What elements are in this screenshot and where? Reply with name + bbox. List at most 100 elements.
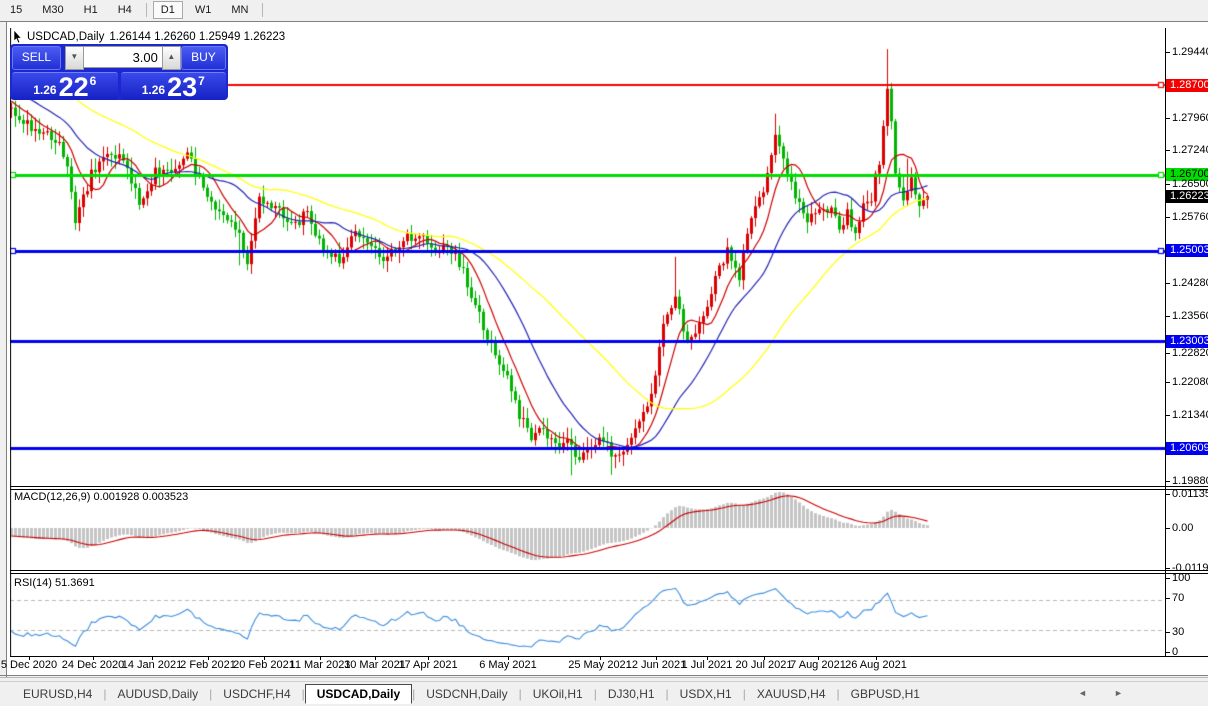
axis-tick — [1166, 381, 1170, 383]
price-axis-label-1.29440: 1.29440 — [1166, 46, 1208, 59]
chart-tab-usdchf-h4[interactable]: USDCHF,H4 — [223, 687, 291, 701]
time-axis-tick — [600, 657, 601, 660]
sell-price-sup: 6 — [89, 74, 97, 88]
axis-tick — [1166, 651, 1170, 653]
tab-scroll-left-icon[interactable]: ◄ — [1078, 688, 1087, 698]
rsi-label: RSI(14) 51.3691 — [14, 577, 95, 589]
volume-input[interactable] — [83, 46, 162, 68]
mouse-cursor-icon — [13, 29, 22, 44]
macd-scale-label-0.01135: 0.01135 — [1166, 488, 1208, 501]
price-axis-label-1.23003: 1.23003 — [1166, 335, 1208, 348]
timeframe-button-h1[interactable]: H1 — [83, 4, 98, 16]
price-axis-label-1.27960: 1.27960 — [1166, 112, 1208, 125]
axis-tick — [1166, 577, 1170, 579]
timeframe-button-m30[interactable]: M30 — [42, 4, 64, 16]
sell-button[interactable]: SELL — [12, 46, 61, 70]
price-axis-label-1.22080: 1.22080 — [1166, 376, 1208, 389]
timeframe-button-mn[interactable]: MN — [231, 4, 249, 16]
macd-label: MACD(12,26,9) 0.001928 0.003523 — [14, 491, 189, 503]
time-axis-label: 5 Dec 2020 — [0, 659, 58, 671]
timeframe-toolbar: 15 M30 H1 H4 D1 W1 MN — [0, 0, 1208, 20]
chart-tab-usdx-h1[interactable]: USDX,H1 — [679, 687, 732, 701]
tab-separator: | — [103, 687, 107, 701]
tab-separator: | — [665, 687, 669, 701]
rsi-scale-label-0: 0 — [1166, 646, 1208, 659]
sell-quote-button[interactable]: 1.26 22 6 — [12, 72, 118, 101]
price-axis-label-1.22820: 1.22820 — [1166, 347, 1208, 360]
time-axis-tick — [656, 657, 657, 660]
tab-separator: | — [209, 687, 213, 701]
window-bottom-border-inner — [0, 677, 1208, 678]
macd-scale-label-0.00: 0.00 — [1166, 522, 1208, 535]
window-bottom-border — [0, 675, 1208, 676]
volume-increase-button[interactable]: ▲ — [161, 46, 181, 70]
time-axis-label: 20 Jul 2021 — [735, 659, 793, 671]
chart-tab-ukoil-h1[interactable]: UKOil,H1 — [532, 687, 583, 701]
timeframe-button-w1[interactable]: W1 — [194, 4, 212, 16]
buy-quote-button[interactable]: 1.26 23 7 — [120, 72, 226, 102]
axis-tick — [1166, 493, 1170, 495]
chart-title: USDCAD,Daily 1.26144 1.26260 1.25949 1.2… — [13, 29, 285, 44]
buy-price-prefix: 1.26 — [141, 83, 166, 97]
price-axis-label-1.24280: 1.24280 — [1166, 277, 1208, 290]
chart-title-symbol: USDCAD,Daily — [27, 31, 105, 43]
axis-tick — [1166, 216, 1170, 218]
axis-tick — [1166, 51, 1170, 53]
time-axis-tick — [93, 657, 94, 660]
buy-price-big: 23 — [167, 72, 198, 102]
price-chart-canvas[interactable] — [10, 28, 1166, 656]
tab-separator: | — [593, 687, 597, 701]
chart-tab-gbpusd-h1[interactable]: GBPUSD,H1 — [850, 687, 920, 701]
time-axis-label: 26 Aug 2021 — [845, 659, 907, 671]
macd-rsi-splitter[interactable] — [10, 570, 1208, 571]
tab-scroll-right-icon[interactable]: ► — [1114, 688, 1123, 698]
timeframe-button-15[interactable]: 15 — [10, 4, 23, 16]
price-axis-label-1.27240: 1.27240 — [1166, 144, 1208, 157]
chart-tab-usdcad-daily[interactable]: USDCAD,Daily — [304, 684, 413, 704]
chart-tab-bar: EURUSD,H4 | AUDUSD,Daily | USDCHF,H4 | USDCAD,… — [0, 681, 1208, 706]
volume-decrease-button[interactable]: ▼ — [64, 46, 84, 70]
rsi-scale-label-30: 30 — [1166, 626, 1208, 639]
price-axis-label-1.19880: 1.19880 — [1166, 475, 1208, 488]
chart-tab-xauusd-h4[interactable]: XAUUSD,H4 — [756, 687, 826, 701]
axis-tick — [1166, 282, 1170, 284]
time-axis-label: 6 May 2021 — [479, 659, 537, 671]
price-macd-splitter[interactable] — [10, 486, 1208, 487]
price-axis-label-1.20609: 1.20609 — [1166, 442, 1208, 455]
price-axis[interactable]: 1.29440 1.28700 1.27960 1.27240 1.26700 1.265… — [1166, 28, 1208, 659]
axis-tick — [1166, 631, 1170, 633]
price-axis-label-1.25003: 1.25003 — [1166, 244, 1208, 257]
price-axis-label-1.28700: 1.28700 — [1166, 79, 1208, 92]
chart-tab-dj30-h1[interactable]: DJ30,H1 — [607, 687, 655, 701]
time-axis-tick — [152, 657, 153, 660]
macd-rsi-splitter-line2 — [10, 573, 1208, 574]
time-axis-label: 25 May 2021 — [568, 659, 632, 671]
axis-tick — [1166, 183, 1170, 185]
axis-tick — [1166, 414, 1170, 416]
price-axis-label-1.26223: 1.26223 — [1166, 190, 1208, 203]
tab-separator: | — [836, 687, 840, 701]
axis-tick — [1166, 480, 1170, 482]
time-axis-line — [10, 656, 1208, 657]
time-axis-tick — [508, 657, 509, 660]
time-axis-tick — [320, 657, 321, 660]
chart-tab-usdcnh-daily[interactable]: USDCNH,Daily — [426, 687, 508, 701]
chart-tab-eurusd-h4[interactable]: EURUSD,H4 — [23, 687, 93, 701]
timeframe-button-h4[interactable]: H4 — [117, 4, 132, 16]
price-macd-splitter-line2 — [10, 489, 1208, 490]
price-axis-label-1.26500: 1.26500 — [1166, 178, 1208, 191]
rsi-scale-label-100: 100 — [1166, 572, 1208, 585]
sell-price-prefix: 1.26 — [33, 83, 57, 97]
time-axis-tick — [428, 657, 429, 660]
axis-tick — [1166, 567, 1170, 569]
timeframe-button-d1[interactable]: D1 — [152, 1, 183, 19]
buy-button[interactable]: BUY — [180, 46, 226, 70]
toolbar-separator — [145, 3, 147, 17]
price-axis-label-1.21340: 1.21340 — [1166, 409, 1208, 422]
time-axis-label: 12 Jun 2021 — [625, 659, 687, 671]
time-axis-label: 24 Dec 2020 — [61, 659, 125, 671]
time-axis-tick — [29, 657, 30, 660]
axis-vertical-line — [1165, 28, 1166, 656]
axis-tick — [1166, 597, 1170, 599]
chart-tab-audusd-daily[interactable]: AUDUSD,Daily — [117, 687, 199, 701]
